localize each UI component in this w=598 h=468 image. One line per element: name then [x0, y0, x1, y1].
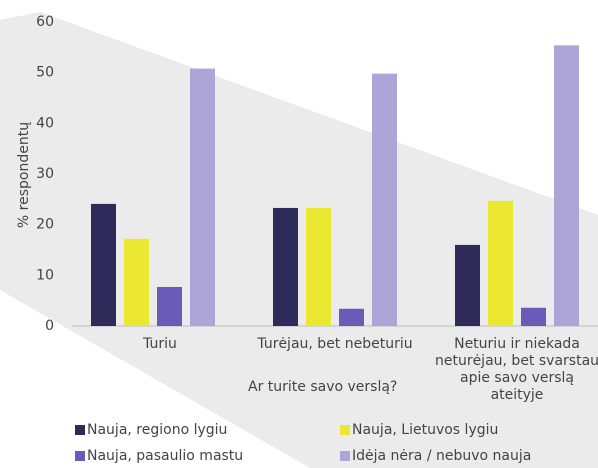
bar	[372, 73, 397, 327]
legend-swatch	[75, 451, 85, 461]
bar	[554, 45, 579, 326]
background-band	[0, 12, 598, 468]
y-tick-label: 60	[36, 14, 54, 30]
y-tick-label: 0	[45, 318, 54, 334]
bar	[91, 203, 116, 326]
bar	[521, 307, 546, 326]
bar	[124, 238, 149, 326]
bar	[339, 308, 364, 326]
bar	[157, 286, 182, 326]
x-axis-label: Ar turite savo verslą?	[248, 379, 398, 395]
y-tick-label: 30	[36, 166, 54, 182]
legend-label: Idėja nėra / nebuvo nauja	[352, 448, 531, 464]
bar	[273, 207, 298, 326]
y-axis-label: % respondentų	[16, 122, 32, 228]
x-tick-label: Neturiu ir niekada neturėjau, bet svarst…	[434, 336, 598, 403]
y-tick-label: 40	[36, 115, 54, 131]
bar	[306, 207, 331, 326]
y-tick-label: 10	[36, 267, 54, 283]
bar	[190, 68, 215, 326]
bar	[455, 244, 480, 326]
legend-swatch	[340, 425, 350, 435]
legend-label: Nauja, regiono lygiu	[87, 422, 227, 438]
legend-swatch	[340, 451, 350, 461]
x-tick-label: Turėjau, bet nebeturiu	[257, 336, 413, 352]
y-tick-label: 50	[36, 65, 54, 81]
bar	[488, 200, 513, 326]
legend-swatch	[75, 425, 85, 435]
legend-label: Nauja, pasaulio mastu	[87, 448, 243, 464]
y-tick-label: 20	[36, 217, 54, 233]
x-tick-label: Turiu	[143, 336, 177, 352]
legend-label: Nauja, Lietuvos lygiu	[352, 422, 498, 438]
